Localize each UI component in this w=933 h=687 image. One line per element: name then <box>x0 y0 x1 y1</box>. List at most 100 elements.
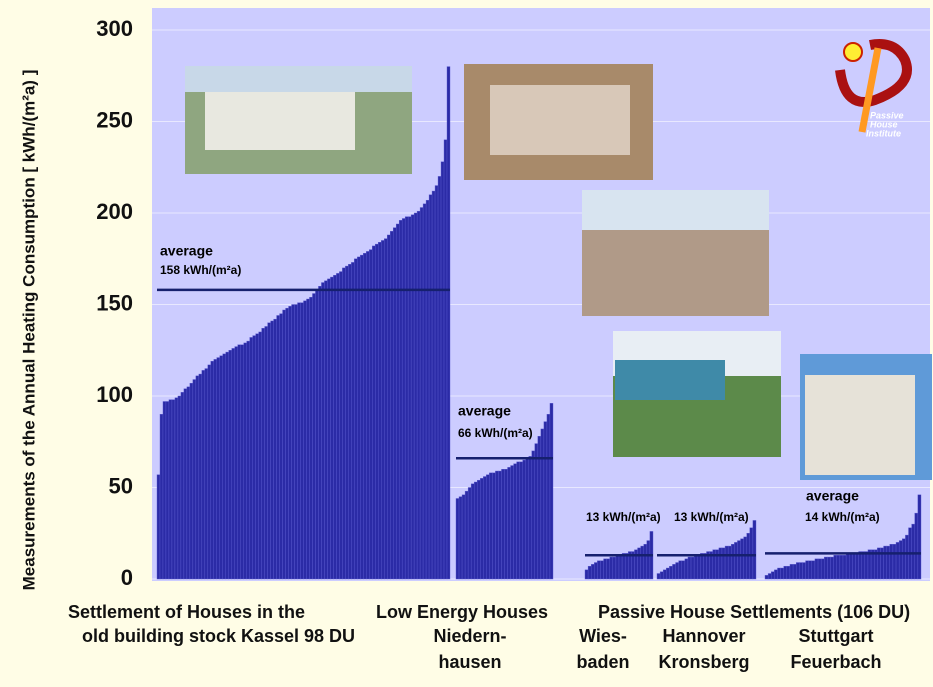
bar <box>477 479 481 580</box>
bar <box>510 465 514 580</box>
bar <box>836 555 841 580</box>
bar <box>480 478 484 580</box>
bar <box>398 220 403 580</box>
bar <box>279 313 283 580</box>
bar <box>381 240 385 580</box>
group-label: hausen <box>438 652 501 672</box>
bar <box>774 569 778 580</box>
bar <box>303 300 307 580</box>
bar <box>198 373 203 580</box>
bar <box>656 573 661 580</box>
bar <box>700 553 704 580</box>
bar <box>546 414 551 580</box>
bar <box>600 560 604 580</box>
y-tick-label: 150 <box>96 290 133 315</box>
photo <box>205 90 355 150</box>
bar <box>363 253 367 580</box>
logo-text: Institute <box>866 128 901 138</box>
bar <box>911 523 915 580</box>
bar <box>378 242 382 580</box>
bar <box>321 282 325 580</box>
bar <box>467 487 472 580</box>
bar <box>646 540 651 580</box>
bar <box>213 359 217 580</box>
bar <box>737 540 741 580</box>
average-label: 66 kWh/(m²a) <box>458 426 533 440</box>
average-label: 13 kWh/(m²a) <box>586 510 661 524</box>
y-tick-label: 250 <box>96 107 133 132</box>
bar <box>440 161 445 580</box>
bar <box>461 494 466 580</box>
bar <box>531 450 536 580</box>
bar <box>455 498 460 580</box>
bar <box>330 276 334 580</box>
bar <box>270 320 274 580</box>
bar <box>171 399 176 580</box>
bar <box>666 567 670 580</box>
bar <box>395 223 400 580</box>
bar <box>294 304 298 580</box>
average-label: 14 kWh/(m²a) <box>805 510 880 524</box>
y-axis-title: Measurements of the Annual Heating Consu… <box>19 70 38 591</box>
bar <box>519 461 523 580</box>
bar <box>333 275 337 580</box>
bar <box>354 258 358 580</box>
bar <box>780 567 784 580</box>
bar <box>811 560 816 580</box>
bar <box>855 553 859 580</box>
bar <box>162 401 167 580</box>
photos <box>185 64 932 480</box>
bar <box>905 534 909 580</box>
bar <box>883 545 887 580</box>
group-label: Low Energy Houses <box>376 602 548 622</box>
bar <box>285 307 289 580</box>
bar <box>820 558 825 580</box>
bar <box>678 560 682 580</box>
bar <box>752 520 757 580</box>
bar <box>180 392 185 580</box>
bar <box>437 176 442 580</box>
bar <box>413 212 418 580</box>
bar <box>501 469 505 580</box>
bar <box>495 470 499 580</box>
bar <box>219 355 223 580</box>
bar <box>231 348 235 580</box>
bar <box>258 331 262 580</box>
bar <box>796 562 800 580</box>
bar <box>360 254 364 580</box>
bar <box>339 271 343 580</box>
bar <box>618 555 623 580</box>
bar <box>624 553 629 580</box>
bar <box>243 342 247 580</box>
logo-mark <box>858 47 882 133</box>
bar <box>192 379 197 580</box>
bar <box>609 556 614 580</box>
bar <box>659 571 664 580</box>
bar <box>407 216 412 580</box>
bar <box>849 553 853 580</box>
bar <box>852 553 856 580</box>
bar <box>914 512 919 580</box>
group-label: Kronsberg <box>658 652 749 672</box>
bar <box>225 351 229 580</box>
bar <box>249 337 253 580</box>
photo <box>805 375 915 475</box>
bar <box>240 344 244 580</box>
bar <box>428 194 433 580</box>
average-title: average <box>806 488 859 504</box>
bar <box>898 540 903 580</box>
y-tick-label: 50 <box>109 473 133 498</box>
bar <box>675 562 679 580</box>
bar <box>786 565 791 580</box>
bar <box>186 386 191 580</box>
bar <box>669 565 673 580</box>
y-tick-label: 100 <box>96 382 133 407</box>
bar <box>282 309 286 580</box>
bar <box>687 556 692 580</box>
bar <box>764 575 769 580</box>
group-label: Settlement of Houses in the <box>68 602 305 622</box>
bar <box>845 553 850 580</box>
bar <box>697 555 701 580</box>
bar <box>464 490 469 580</box>
bar <box>273 318 277 580</box>
